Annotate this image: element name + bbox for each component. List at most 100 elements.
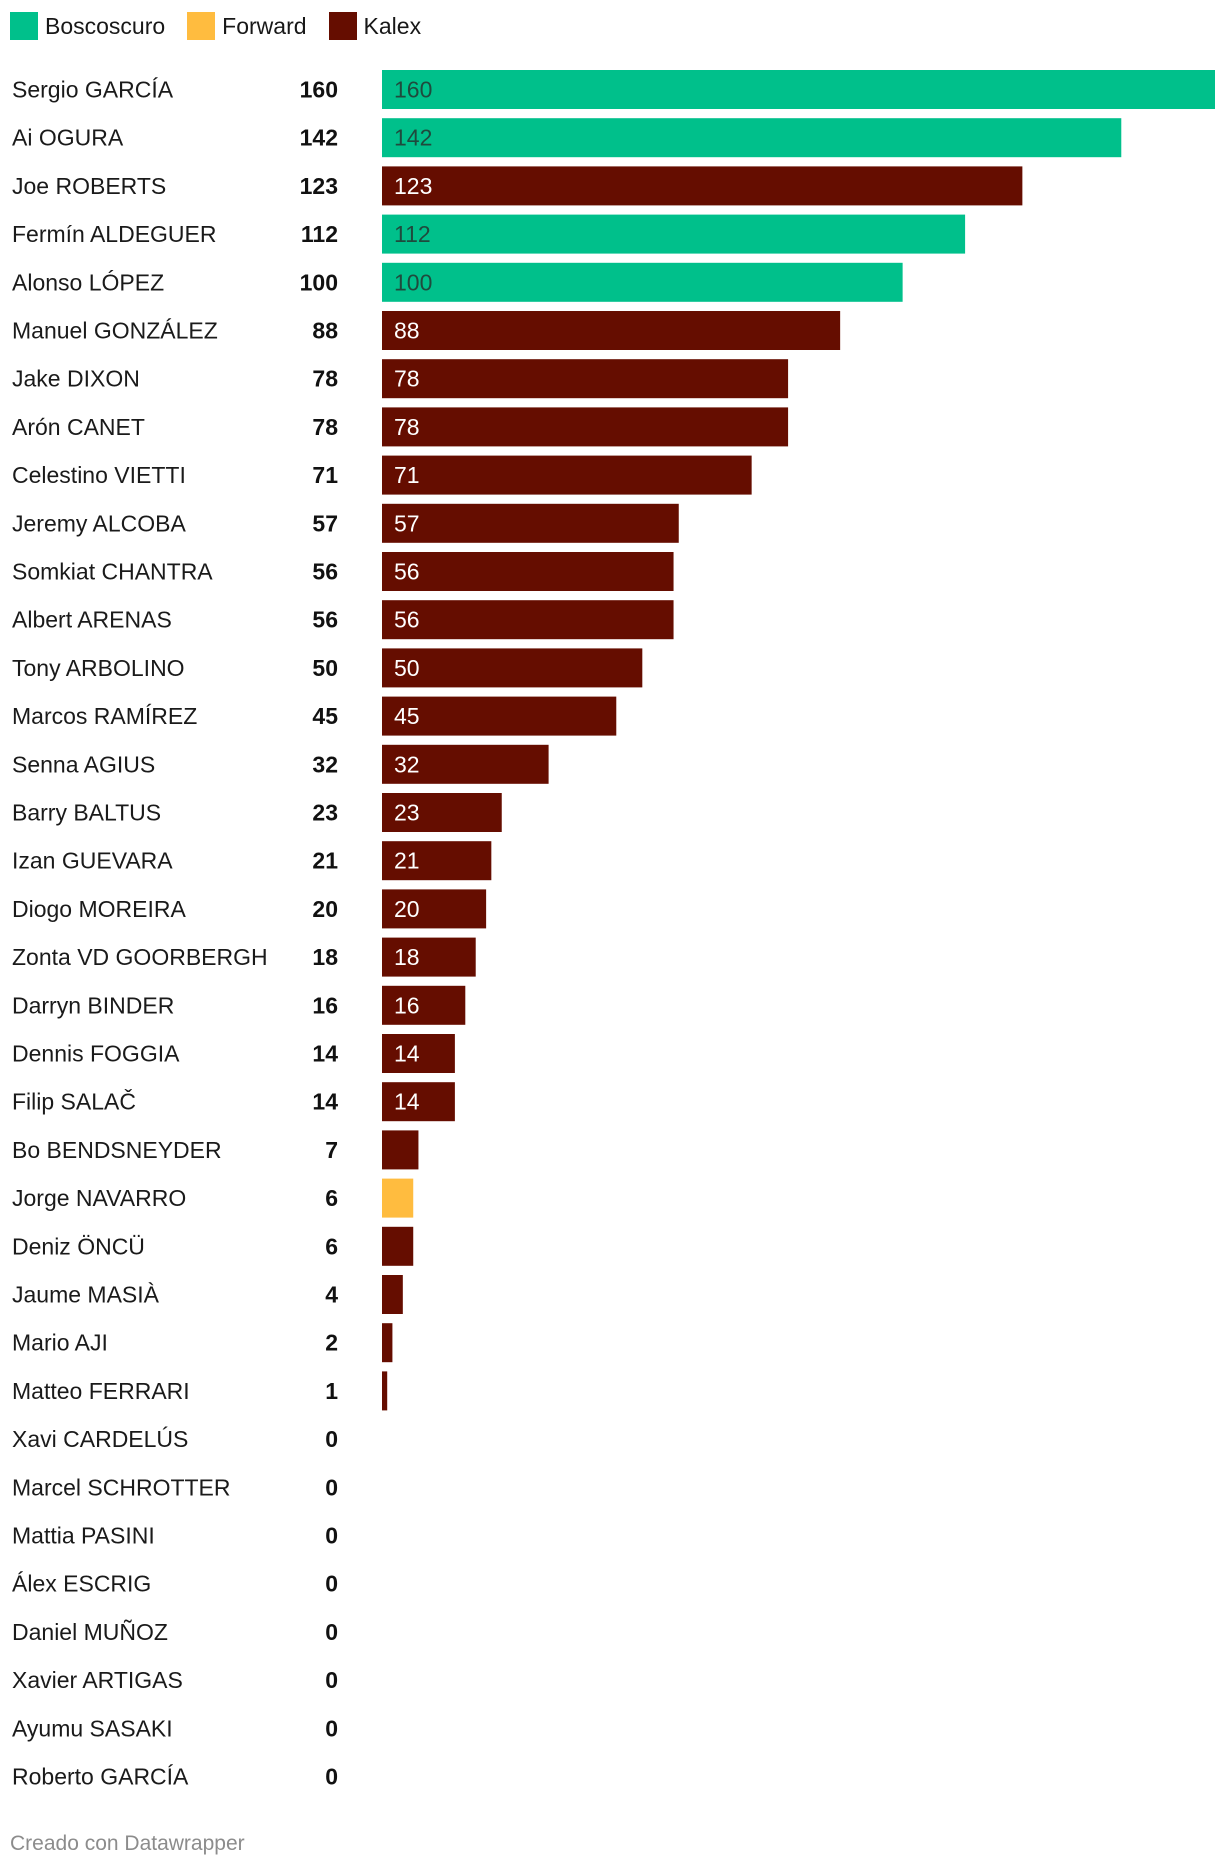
value-label-mattia-pasini: 0 [325, 1523, 338, 1549]
bar-label-senna-agius: 32 [394, 751, 420, 777]
bar-label-celestino-vietti: 71 [394, 462, 420, 488]
bar-row-izan-guevara: Izan GUEVARA 21 21 [12, 841, 492, 881]
bar-albert-arenas [382, 600, 674, 640]
bar-zonta-vd-goorbergh [382, 937, 476, 977]
value-label-ayumu-sasaki: 0 [325, 1715, 338, 1741]
bar-row-darryn-binder: Darryn BINDER 16 16 [12, 985, 466, 1025]
value-label-xavier-artigas: 0 [325, 1667, 338, 1693]
legend-swatch-boscoscuro [10, 12, 38, 40]
bar-joe-roberts [382, 166, 1023, 206]
bar-somkiat-chantra [382, 552, 674, 591]
bar-sergio-garcia [382, 70, 1215, 109]
category-label-marcel-schrotter: Marcel SCHROTTER [12, 1474, 231, 1500]
bar-filip-salac [382, 1082, 455, 1122]
value-label-jake-dixon: 78 [312, 366, 338, 392]
bar-row-jeremy-alcoba: Jeremy ALCOBA 57 57 [12, 503, 679, 543]
bar-row-alex-escrig: Álex ESCRIG 0 [12, 1571, 338, 1597]
value-label-fermin-aldeguer: 112 [301, 221, 338, 247]
category-label-roberto-garcia: Roberto GARCÍA [12, 1764, 189, 1790]
bar-diogo-moreira [382, 889, 487, 929]
bar-label-alonso-lopez: 100 [394, 269, 432, 295]
value-label-marcel-schrotter: 0 [325, 1474, 338, 1500]
value-label-diogo-moreira: 20 [312, 896, 338, 922]
value-label-roberto-garcia: 0 [325, 1764, 338, 1790]
category-label-mattia-pasini: Mattia PASINI [12, 1523, 155, 1549]
value-label-albert-arenas: 56 [312, 607, 338, 633]
value-label-bo-bendsneyder: 7 [325, 1137, 338, 1163]
bar-senna-agius [382, 744, 549, 784]
bar-dennis-foggia [382, 1034, 455, 1073]
bar-row-dennis-foggia: Dennis FOGGIA 14 14 [12, 1034, 455, 1073]
value-label-sergio-garcia: 160 [300, 77, 338, 103]
value-label-joe-roberts: 123 [300, 173, 338, 199]
category-label-celestino-vietti: Celestino VIETTI [12, 462, 186, 488]
category-label-alex-escrig: Álex ESCRIG [12, 1571, 151, 1597]
value-label-jeremy-alcoba: 57 [312, 510, 338, 536]
category-label-daniel-munoz: Daniel MUÑOZ [12, 1619, 168, 1645]
bar-label-tony-arbolino: 50 [394, 655, 420, 681]
category-label-albert-arenas: Albert ARENAS [12, 607, 172, 633]
legend-label-forward: Forward [222, 12, 307, 39]
bar-row-roberto-garcia: Roberto GARCÍA 0 [12, 1764, 338, 1790]
category-label-izan-guevara: Izan GUEVARA [12, 848, 173, 874]
bar-row-sergio-garcia: Sergio GARCÍA 160 160 [12, 70, 1215, 109]
bar-row-tony-arbolino: Tony ARBOLINO 50 50 [12, 648, 643, 688]
category-label-zonta-vd-goorbergh: Zonta VD GOORBERGH [12, 944, 268, 970]
bar-label-joe-roberts: 123 [394, 173, 432, 199]
bar-row-celestino-vietti: Celestino VIETTI 71 71 [12, 455, 752, 495]
category-label-joe-roberts: Joe ROBERTS [12, 173, 166, 199]
bar-row-ai-ogura: Ai OGURA 142 142 [12, 118, 1122, 158]
bar-label-diogo-moreira: 20 [394, 896, 420, 922]
value-label-jorge-navarro: 6 [325, 1185, 338, 1211]
category-label-marcos-ramirez: Marcos RAMÍREZ [12, 703, 197, 729]
value-label-zonta-vd-goorbergh: 18 [312, 944, 338, 970]
bar-ai-ogura [382, 118, 1122, 158]
bar-row-zonta-vd-goorbergh: Zonta VD GOORBERGH 18 18 [12, 937, 476, 977]
bar-darryn-binder [382, 985, 466, 1025]
bar-row-alonso-lopez: Alonso LÓPEZ 100 100 [12, 262, 903, 302]
value-label-xavi-cardelus: 0 [325, 1426, 338, 1452]
category-label-jaume-masia: Jaume MASIÀ [12, 1282, 160, 1308]
value-label-darryn-binder: 16 [312, 992, 338, 1018]
legend-item-kalex: Kalex [328, 12, 422, 40]
category-label-jorge-navarro: Jorge NAVARRO [12, 1185, 186, 1211]
bar-jake-dixon [382, 359, 789, 399]
bar-row-mattia-pasini: Mattia PASINI 0 [12, 1523, 338, 1549]
bar-row-xavi-cardelus: Xavi CARDELÚS 0 [12, 1426, 338, 1452]
bar-label-ai-ogura: 142 [394, 125, 432, 151]
bar-row-mario-aji: Mario AJI 2 [12, 1323, 393, 1363]
value-label-somkiat-chantra: 56 [312, 559, 338, 585]
value-label-ai-ogura: 142 [300, 125, 338, 151]
category-label-bo-bendsneyder: Bo BENDSNEYDER [12, 1137, 222, 1163]
category-label-mario-aji: Mario AJI [12, 1330, 108, 1356]
value-label-tony-arbolino: 50 [312, 655, 338, 681]
value-label-mario-aji: 2 [325, 1330, 338, 1356]
category-label-jake-dixon: Jake DIXON [12, 366, 140, 392]
legend-label-kalex: Kalex [363, 12, 422, 39]
legend-item-boscoscuro: Boscoscuro [10, 12, 165, 40]
category-label-darryn-binder: Darryn BINDER [12, 992, 174, 1018]
bar-aron-canet [382, 407, 789, 447]
value-label-deniz-oncu: 6 [325, 1233, 338, 1259]
category-label-somkiat-chantra: Somkiat CHANTRA [12, 559, 213, 585]
category-label-manuel-gonzalez: Manuel GONZÁLEZ [12, 318, 218, 344]
bar-barry-baltus [382, 793, 502, 832]
bar-row-matteo-ferrari: Matteo FERRARI 1 [12, 1371, 388, 1411]
bar-bo-bendsneyder [382, 1130, 419, 1170]
category-label-xavi-cardelus: Xavi CARDELÚS [12, 1426, 188, 1452]
bar-row-diogo-moreira: Diogo MOREIRA 20 20 [12, 889, 487, 929]
chart-legend: Boscoscuro Forward Kalex [10, 10, 443, 42]
value-label-jaume-masia: 4 [325, 1282, 338, 1308]
category-label-dennis-foggia: Dennis FOGGIA [12, 1041, 180, 1067]
bar-celestino-vietti [382, 455, 752, 495]
category-label-sergio-garcia: Sergio GARCÍA [12, 77, 174, 103]
bar-label-sergio-garcia: 160 [394, 77, 432, 103]
bar-row-marcos-ramirez: Marcos RAMÍREZ 45 45 [12, 696, 617, 736]
category-label-fermin-aldeguer: Fermín ALDEGUER [12, 221, 217, 247]
value-label-celestino-vietti: 71 [312, 462, 338, 488]
category-label-tony-arbolino: Tony ARBOLINO [12, 655, 185, 681]
bar-izan-guevara [382, 841, 492, 881]
bar-manuel-gonzalez [382, 311, 841, 350]
legend-label-boscoscuro: Boscoscuro [45, 12, 166, 39]
bar-label-jeremy-alcoba: 57 [394, 510, 420, 536]
